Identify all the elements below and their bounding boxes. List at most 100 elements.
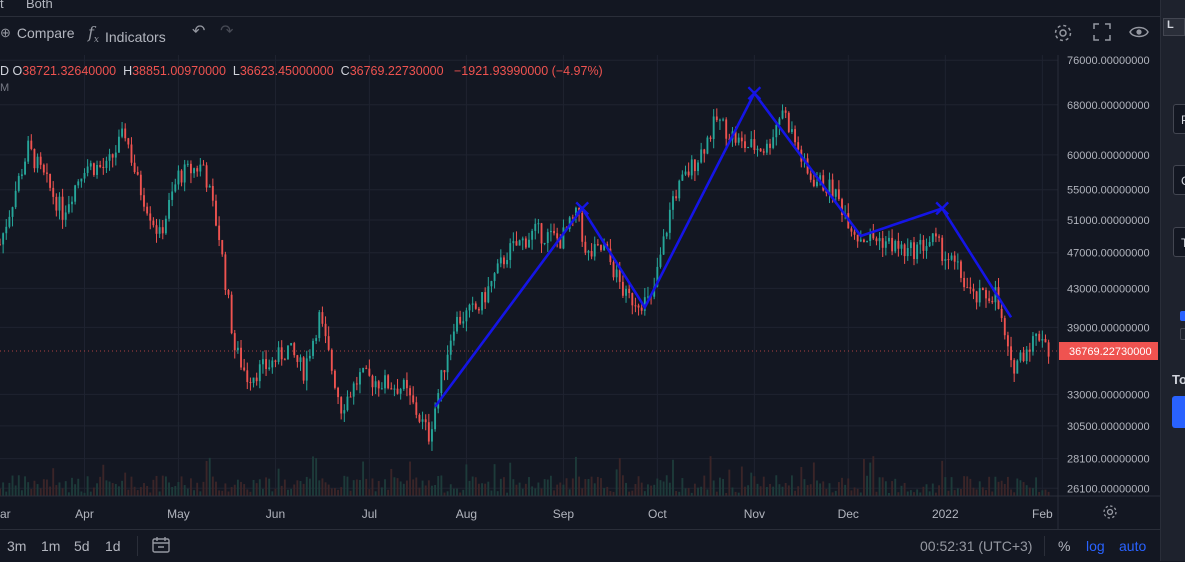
volume-bar [643, 491, 646, 496]
volume-bar [659, 480, 662, 496]
volume-bar [837, 482, 840, 496]
range-1d[interactable]: 1d [105, 538, 121, 554]
volume-bar [8, 482, 11, 496]
indicators-button[interactable]: fx Indicators [88, 24, 166, 48]
panel-field-2[interactable]: C [1173, 165, 1185, 195]
volume-bar [399, 481, 402, 496]
panel-checkbox-2[interactable] [1180, 328, 1185, 340]
price-chart[interactable]: 76000.00000000 68000.00000000 60000.000000… [0, 55, 1160, 529]
volume-bar [80, 491, 83, 496]
current-price-label: 36769.22730000 [1069, 346, 1152, 358]
candle-down [30, 140, 33, 149]
candle-up [2, 233, 5, 245]
volume-bar [443, 492, 446, 496]
volume-bar [402, 483, 405, 496]
volume-bar [524, 483, 527, 496]
range-3m[interactable]: 3m [7, 538, 27, 554]
current-price-label-bg [1059, 342, 1158, 361]
compare-plus-icon: ⊕ [0, 25, 11, 40]
candle-up [421, 419, 424, 422]
undo-button[interactable]: ↶ [192, 24, 205, 40]
candle-down [590, 250, 593, 257]
candle-down [938, 236, 940, 238]
candle-down [640, 307, 643, 311]
volume-bar [1035, 477, 1038, 496]
candles [0, 104, 1050, 451]
panel-field-3[interactable]: T [1173, 227, 1185, 257]
panel-primary-button[interactable] [1172, 396, 1185, 428]
panel-tab[interactable]: L [1163, 18, 1185, 36]
volume-bar [919, 492, 922, 496]
candle-down [675, 196, 678, 199]
volume-bar [1044, 489, 1047, 496]
log-toggle[interactable]: log [1086, 538, 1105, 554]
candle-up [199, 164, 202, 172]
candle-up [271, 360, 274, 368]
candle-up [506, 259, 509, 265]
candle-down [302, 357, 305, 381]
candle-down [230, 294, 233, 334]
candle-up [681, 174, 684, 181]
candle-down [687, 171, 690, 176]
volume-bar [618, 458, 621, 496]
panel-checkbox[interactable] [1180, 311, 1185, 321]
time-tick-label: Feb [1032, 507, 1053, 521]
pattern-cross-marker [747, 86, 762, 101]
pattern-cross-marker [935, 201, 950, 216]
candle-up [781, 110, 784, 119]
range-5d[interactable]: 5d [74, 538, 90, 554]
volume-bar [515, 484, 518, 496]
volume-bar [330, 488, 333, 496]
candle-down [296, 355, 299, 362]
candle-down [0, 244, 1, 246]
panel-field-1[interactable]: P [1173, 104, 1185, 134]
candle-down [246, 370, 249, 383]
percent-toggle[interactable]: % [1058, 538, 1071, 554]
volume-bar [218, 490, 221, 496]
volume-bar [737, 492, 740, 496]
top-strip-price-source[interactable]: Both [26, 0, 53, 11]
candle-up [656, 266, 659, 287]
volume-bar [678, 491, 681, 496]
volume-bar [255, 483, 258, 496]
candle-up [928, 242, 931, 247]
candle-up [678, 180, 681, 199]
auto-toggle[interactable]: auto [1119, 538, 1147, 554]
candle-down [61, 196, 64, 220]
settings-button[interactable] [1053, 23, 1073, 43]
candle-up [208, 186, 211, 188]
axis-settings-button[interactable] [1103, 505, 1117, 519]
candle-down [111, 154, 114, 158]
volume-bar [484, 483, 487, 496]
range-1m[interactable]: 1m [41, 538, 61, 554]
candle-down [49, 173, 52, 188]
candle-up [14, 190, 17, 208]
fullscreen-button[interactable] [1093, 23, 1111, 41]
candle-down [330, 349, 333, 371]
volume-bar [528, 477, 530, 496]
clock-timezone[interactable]: 00:52:31 (UTC+3) [920, 538, 1033, 554]
volume-bar [308, 478, 311, 496]
candle-up [549, 230, 552, 233]
visibility-button[interactable] [1129, 24, 1149, 40]
volume-bar [612, 491, 615, 496]
redo-button[interactable]: ↷ [220, 24, 233, 40]
candle-down [960, 261, 962, 278]
candle-down [202, 164, 205, 166]
time-tick-label: Aug [456, 507, 477, 521]
candle-down [484, 292, 487, 303]
volume-bar [715, 491, 718, 496]
candle-down [130, 144, 133, 163]
volume-bar [290, 488, 293, 496]
candle-up [737, 137, 740, 143]
candle-down [972, 288, 975, 292]
compare-button[interactable]: ⊕ Compare [0, 25, 75, 41]
volume-bar [844, 484, 847, 496]
candle-down [143, 195, 145, 207]
volume-bar [672, 459, 674, 496]
volume-bar [609, 491, 612, 496]
goto-date-button[interactable] [152, 536, 170, 556]
candle-up [352, 383, 355, 397]
candle-up [374, 381, 377, 388]
candle-up [8, 216, 11, 227]
